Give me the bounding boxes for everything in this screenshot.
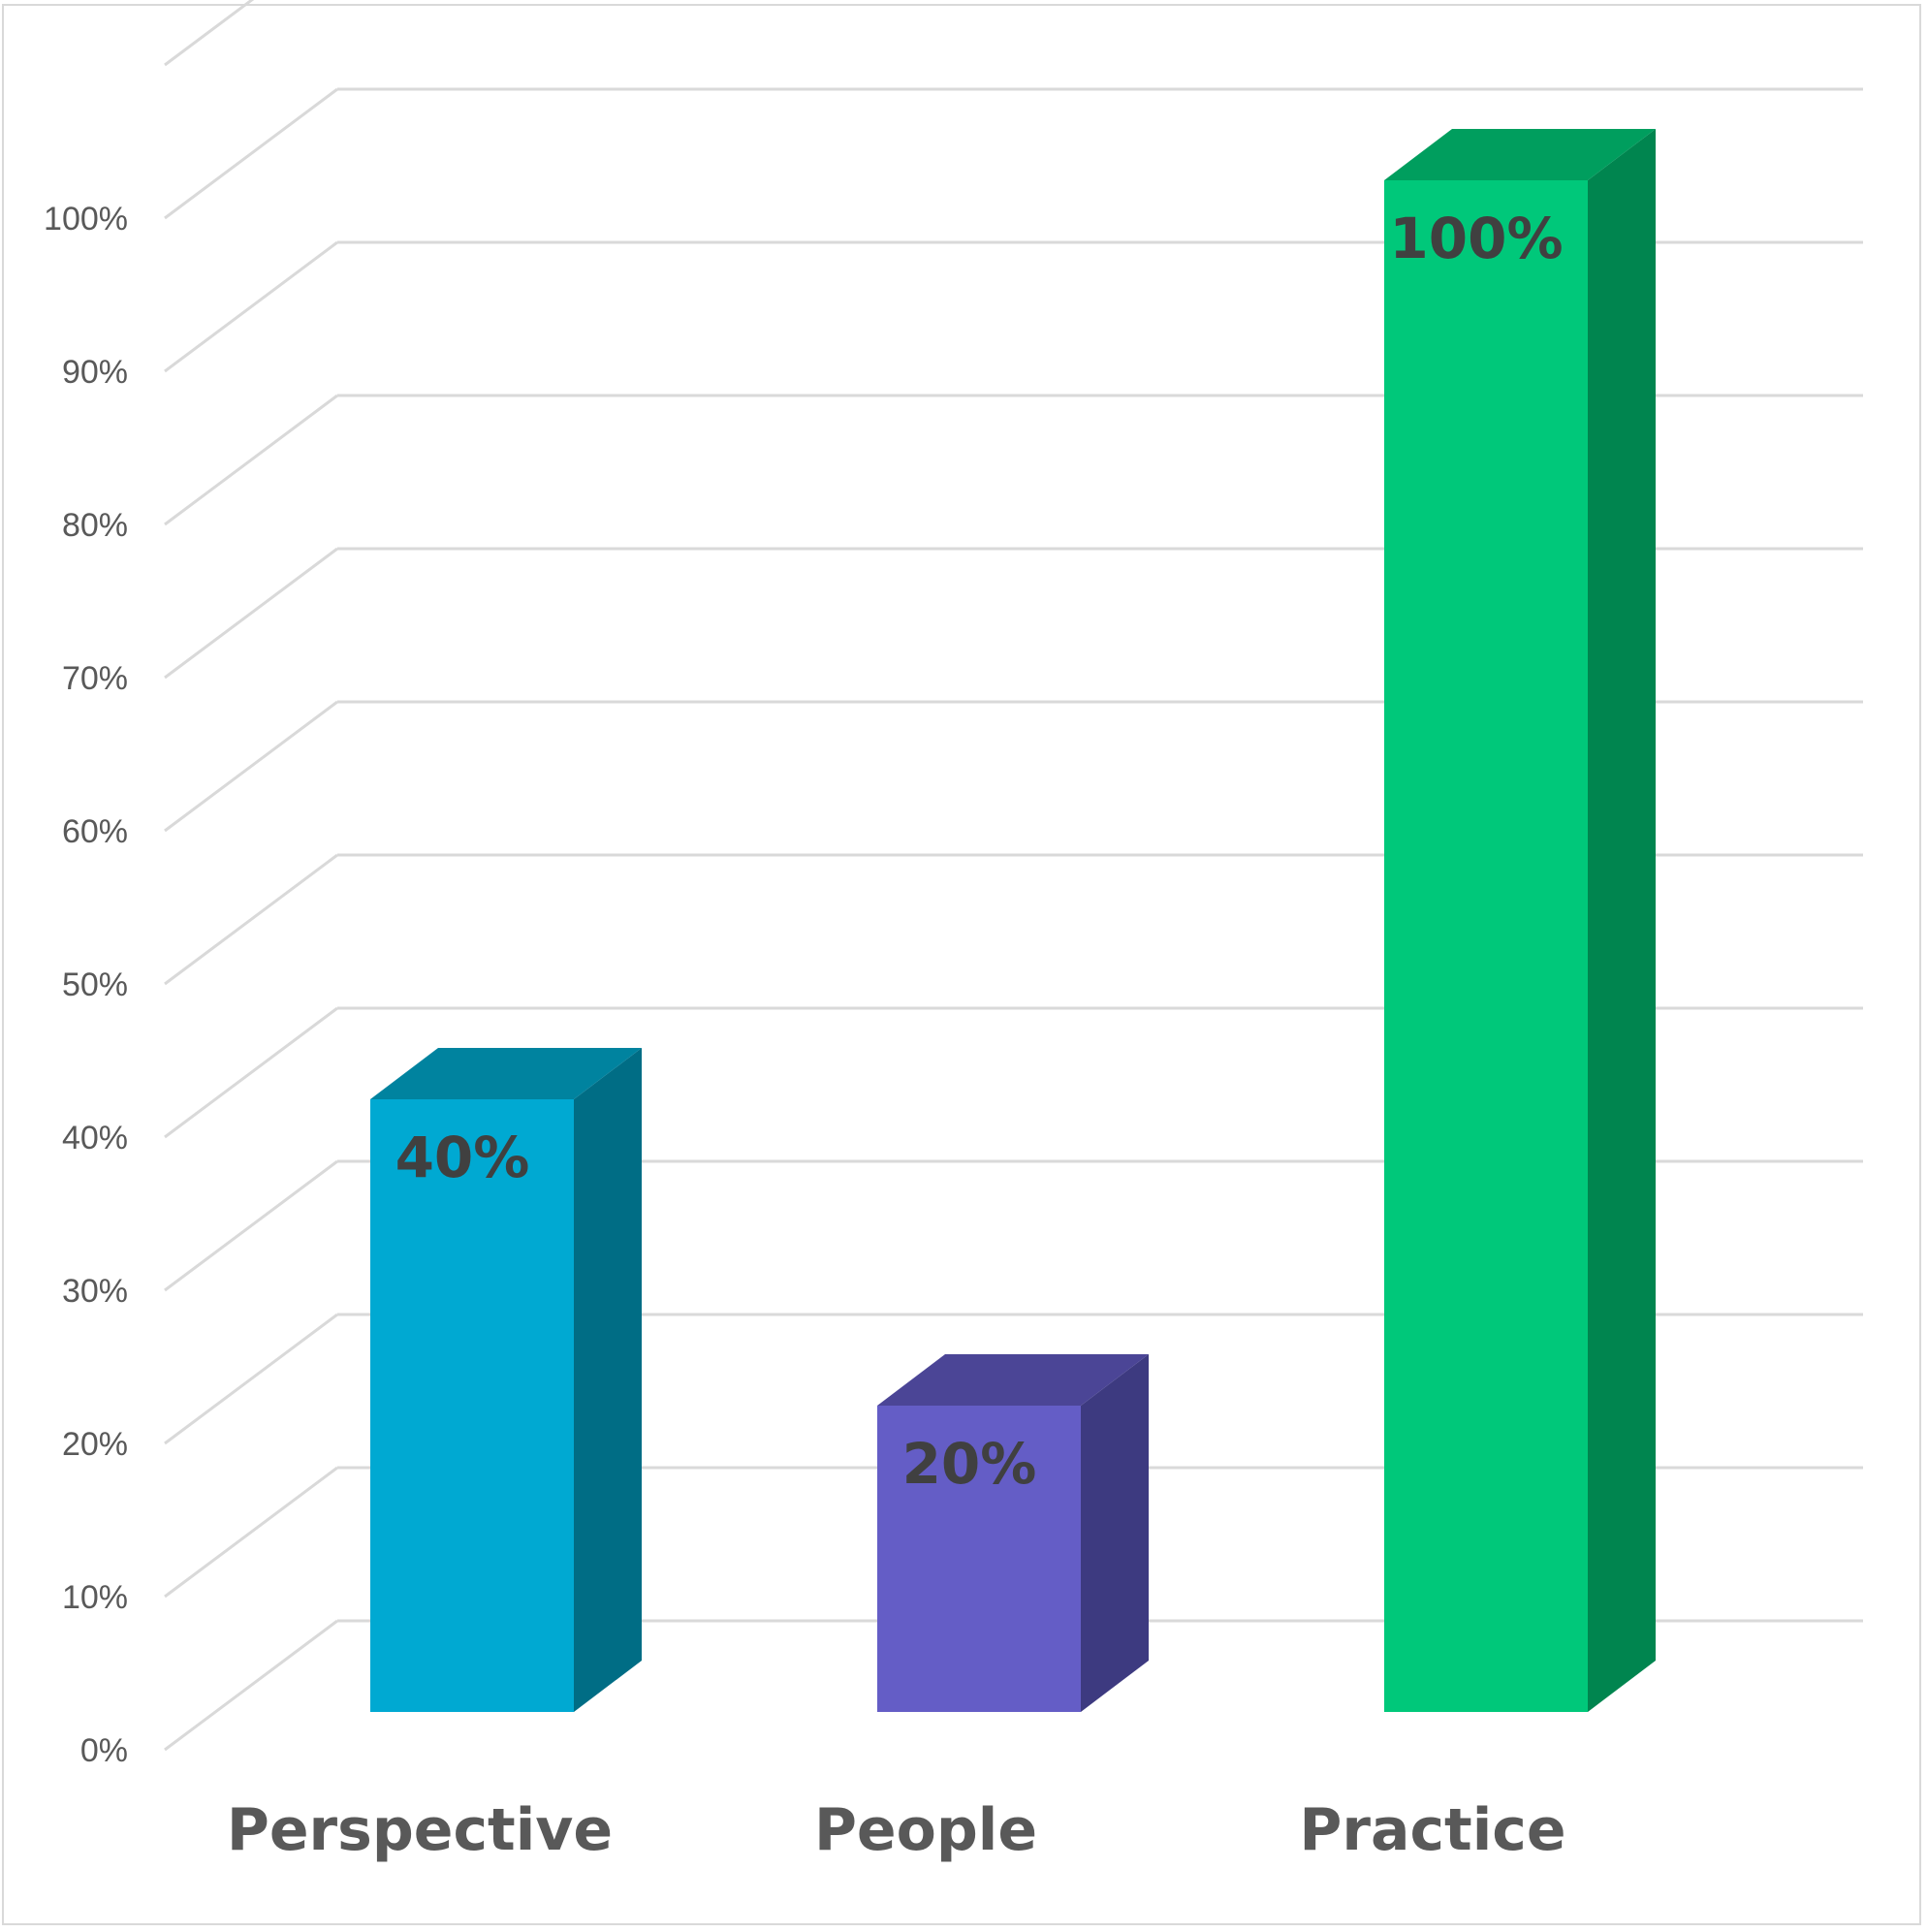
bar-top [370,1048,642,1099]
gridline-diagonal [164,0,255,67]
bar-side [574,1048,642,1712]
y-tick-label: 100% [44,201,128,238]
bar-perspective: 40% [370,1048,642,1712]
y-tick-label: 60% [62,813,128,850]
y-tick-label: 10% [62,1579,128,1616]
gridline-diagonal [164,1466,338,1599]
y-tick-label: 90% [62,354,128,391]
gridline-diagonal [164,1619,338,1752]
gridline-diagonal [164,394,338,526]
y-tick-label: 0% [80,1732,128,1769]
data-label: 100% [1389,206,1563,271]
bar-top [1384,129,1656,180]
y-axis-ticks: 0% 10% 20% 30% 40% 50% 60% 70% 80% 90% 100% [44,201,128,1769]
gridline-diagonal [164,1313,338,1445]
gridline-diagonal [164,700,338,833]
bar-practice: 100% [1384,129,1656,1712]
bar-people: 20% [877,1354,1149,1712]
y-tick-label: 80% [62,507,128,544]
data-label: 40% [395,1124,530,1190]
gridline-diagonal [164,1159,338,1292]
y-tick-label: 40% [62,1120,128,1156]
gridline-diagonal [164,1006,338,1139]
bars: 40% 20% 100% [370,129,1656,1712]
gridline-diagonal [164,240,338,373]
bar-side [1081,1354,1149,1712]
y-tick-label: 70% [62,660,128,697]
x-category-label: Practice [1299,1796,1565,1864]
x-category-label: People [814,1796,1037,1864]
gridline-diagonal [164,87,338,220]
gridline-diagonal [164,853,338,986]
bar-top [877,1354,1149,1406]
y-tick-label: 20% [62,1426,128,1463]
x-axis-categories: Perspective People Practice [227,1796,1566,1864]
x-category-label: Perspective [227,1796,613,1864]
y-tick-label: 30% [62,1273,128,1310]
bar-side [1588,129,1656,1712]
gridline-diagonal [164,547,338,680]
bar-front [877,1406,1081,1712]
data-label: 20% [902,1431,1037,1497]
y-tick-label: 50% [62,966,128,1003]
bar-front [370,1099,574,1712]
bar-front [1384,180,1588,1712]
